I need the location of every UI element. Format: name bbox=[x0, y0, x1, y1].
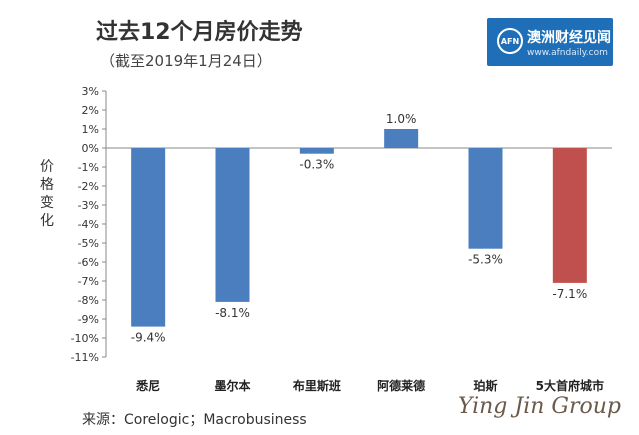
category-label: 墨尔本 bbox=[214, 378, 250, 393]
y-tick-label: -8% bbox=[78, 294, 99, 307]
bar-value-label: -8.1% bbox=[215, 306, 250, 320]
y-tick-label: -7% bbox=[78, 275, 99, 288]
bar bbox=[299, 148, 334, 154]
y-tick-label: -3% bbox=[78, 199, 99, 212]
category-label: 5大首府城市 bbox=[536, 378, 604, 393]
y-axis-title: 价格变化 bbox=[40, 159, 54, 229]
source-note: 来源：Corelogic；Macrobusiness bbox=[82, 412, 307, 428]
chart-title: 过去12个月房价走势 bbox=[96, 20, 303, 45]
bar bbox=[468, 148, 503, 249]
y-tick-label: 2% bbox=[82, 104, 99, 117]
category-label: 悉尼 bbox=[135, 378, 160, 393]
category-label: 布里斯班 bbox=[293, 378, 341, 393]
y-tick-label: -10% bbox=[71, 332, 99, 345]
logo-site: www.afndaily.com bbox=[527, 48, 608, 58]
y-tick-label: 1% bbox=[82, 123, 99, 136]
category-label: 阿德莱德 bbox=[377, 378, 425, 393]
bar bbox=[384, 129, 419, 148]
bar bbox=[131, 148, 166, 327]
afn-badge-icon: AFN bbox=[497, 28, 523, 54]
y-tick-label: -11% bbox=[71, 351, 99, 364]
watermark-signature: Ying Jin Group bbox=[457, 394, 621, 419]
logo-name: 澳洲财经见闻 bbox=[527, 30, 611, 46]
chart-subtitle: （截至2019年1月24日） bbox=[100, 52, 272, 70]
y-tick-label: -1% bbox=[78, 161, 99, 174]
y-tick-label: -5% bbox=[78, 237, 99, 250]
bar-value-label: -0.3% bbox=[299, 158, 334, 172]
y-tick-label: -2% bbox=[78, 180, 99, 193]
bar bbox=[215, 148, 250, 302]
bar-value-label: -5.3% bbox=[468, 253, 503, 267]
y-tick-label: 3% bbox=[82, 85, 99, 98]
afn-logo: AFN 澳洲财经见闻 www.afndaily.com bbox=[487, 18, 613, 66]
bar bbox=[552, 148, 587, 283]
y-tick-label: -4% bbox=[78, 218, 99, 231]
bar-value-label: -9.4% bbox=[131, 331, 166, 345]
category-label: 珀斯 bbox=[473, 378, 497, 393]
y-tick-label: -6% bbox=[78, 256, 99, 269]
y-tick-label: 0% bbox=[82, 142, 99, 155]
bar-value-label: 1.0% bbox=[386, 112, 417, 126]
y-tick-label: -9% bbox=[78, 313, 99, 326]
bar-value-label: -7.1% bbox=[552, 287, 587, 301]
